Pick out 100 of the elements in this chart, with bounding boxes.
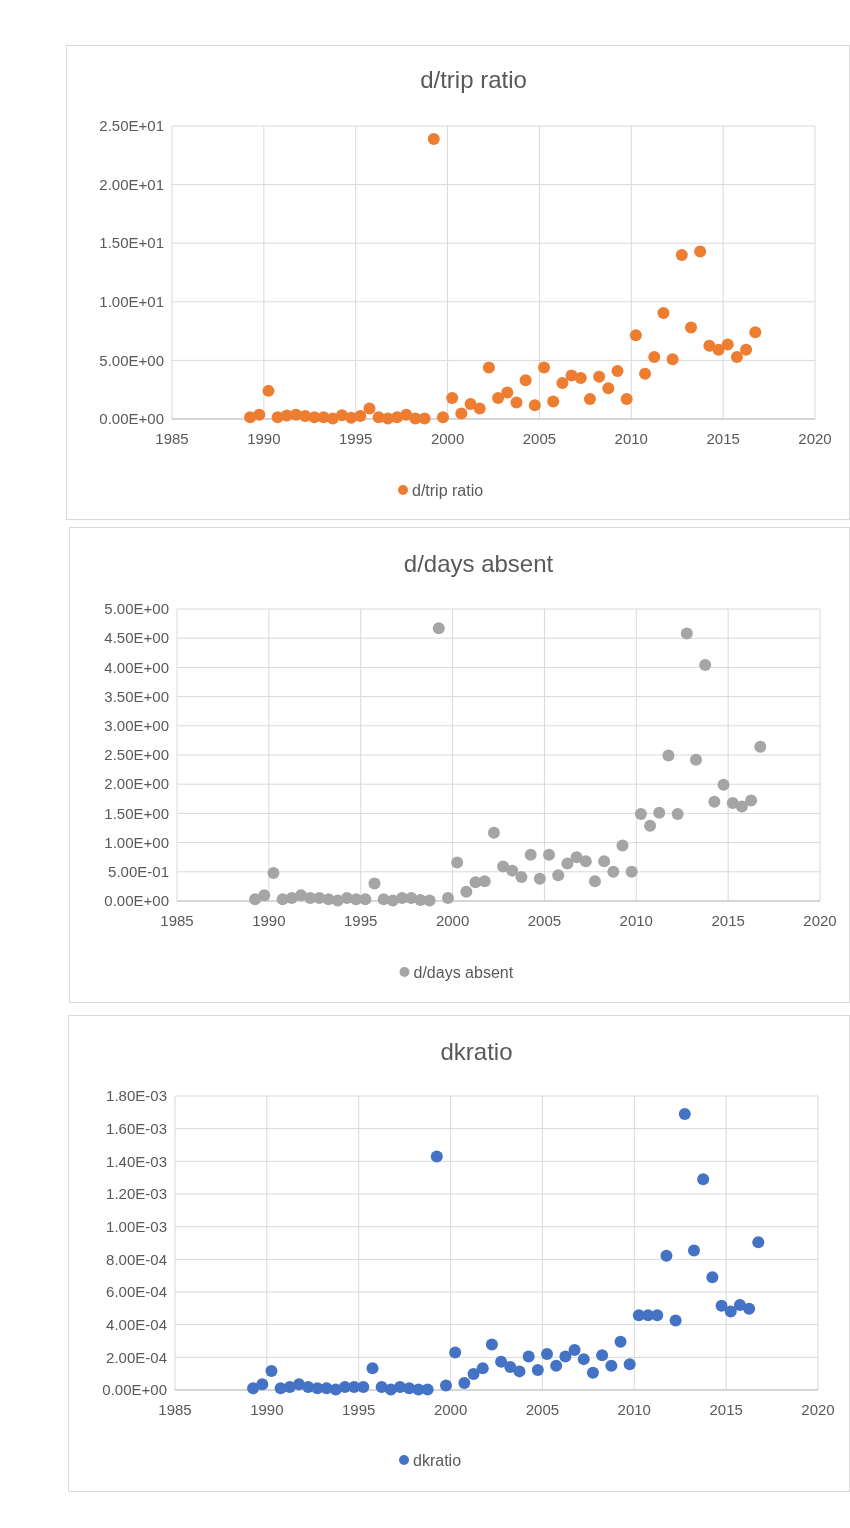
y-tick-label: 2.50E+00 [104,746,169,764]
point [620,393,633,406]
point [354,409,367,422]
point [689,753,702,766]
point [598,855,611,868]
point [749,326,762,339]
y-tick-label: 1.00E+01 [99,293,164,311]
x-tick-label: 1990 [252,912,286,929]
point [513,1365,526,1378]
point [432,622,445,635]
point [449,1346,462,1359]
y-tick-label: 4.00E+00 [104,658,169,676]
point [616,839,629,852]
x-tick-label: 2020 [803,912,837,929]
point [533,872,546,885]
point [651,1309,664,1322]
point [662,749,675,762]
y-tick-label: 1.00E+00 [104,833,169,851]
y-tick-label: 2.50E+01 [99,117,164,135]
point [680,627,693,640]
point [366,1362,379,1375]
x-tick-label: 2000 [430,430,465,447]
x-tick-label: 2000 [435,912,470,929]
point [735,800,748,813]
point [485,1338,498,1351]
point [743,1302,756,1315]
point [684,321,697,334]
point [745,794,758,807]
point [467,1368,480,1380]
x-tick-label: 1985 [160,912,194,929]
y-tick-label: 2.00E+00 [104,775,169,793]
y-tick-label: 1.00E-03 [106,1217,167,1235]
point [436,411,449,424]
chart-title: d/days absent [403,550,554,577]
y-tick-label: 3.50E+00 [104,687,169,705]
point [510,396,523,409]
legend-label: dkratio [413,1451,462,1469]
point [249,893,262,906]
point [515,871,528,884]
x-tick-label: 2015 [706,430,740,447]
point [574,371,587,384]
point [623,1358,636,1371]
point [359,893,372,906]
x-tick-label: 1990 [250,1401,284,1418]
y-tick-label: 6.00E-04 [106,1283,167,1301]
point [552,869,565,882]
y-tick-label: 3.00E+00 [104,717,169,735]
point [501,386,514,399]
y-tick-label: 5.00E+00 [104,600,169,618]
point [634,808,647,820]
y-tick-label: 1.80E-03 [106,1087,167,1105]
point [547,395,560,408]
point [699,659,712,672]
point [706,1271,719,1284]
y-tick-label: 5.00E+00 [99,351,164,369]
point [524,848,537,861]
point [754,740,767,753]
y-tick-label: 2.00E+01 [99,175,164,193]
point [439,1379,452,1392]
x-tick-label: 2010 [617,1401,651,1418]
point [506,864,519,877]
point [666,353,679,366]
y-tick-label: 0.00E+00 [102,1381,167,1399]
point [669,1314,682,1327]
y-tick-label: 1.60E-03 [106,1119,167,1137]
point [593,370,606,383]
point [430,1150,443,1163]
x-tick-label: 2015 [711,912,745,929]
y-tick-label: 2.00E-04 [106,1348,167,1366]
point [717,778,730,791]
point [605,1359,618,1372]
x-tick-label: 1985 [155,430,189,447]
point [730,350,743,363]
point [299,409,312,422]
point [495,1355,508,1368]
x-tick-label: 1990 [247,430,281,447]
y-tick-label: 1.50E+00 [104,804,169,822]
point [522,1350,535,1363]
y-tick-label: 1.40E-03 [106,1152,167,1170]
point [583,393,596,406]
point [267,866,280,879]
point [258,889,271,902]
point [345,411,358,424]
point [265,1364,278,1377]
y-tick-label: 4.00E-04 [106,1315,167,1333]
point [715,1299,728,1312]
point [421,1383,434,1396]
point [451,856,464,869]
y-tick-label: 5.00E-01 [108,863,169,881]
legend-label: d/days absent [413,963,514,981]
point [639,367,652,380]
x-tick-label: 1995 [339,430,373,447]
legend-label: d/trip ratio [412,481,484,499]
point [588,875,601,888]
point [441,892,454,905]
point [678,1107,691,1120]
point [596,1349,609,1362]
x-tick-label: 1995 [344,912,378,929]
chart-title: dkratio [440,1038,513,1065]
point [482,361,495,374]
